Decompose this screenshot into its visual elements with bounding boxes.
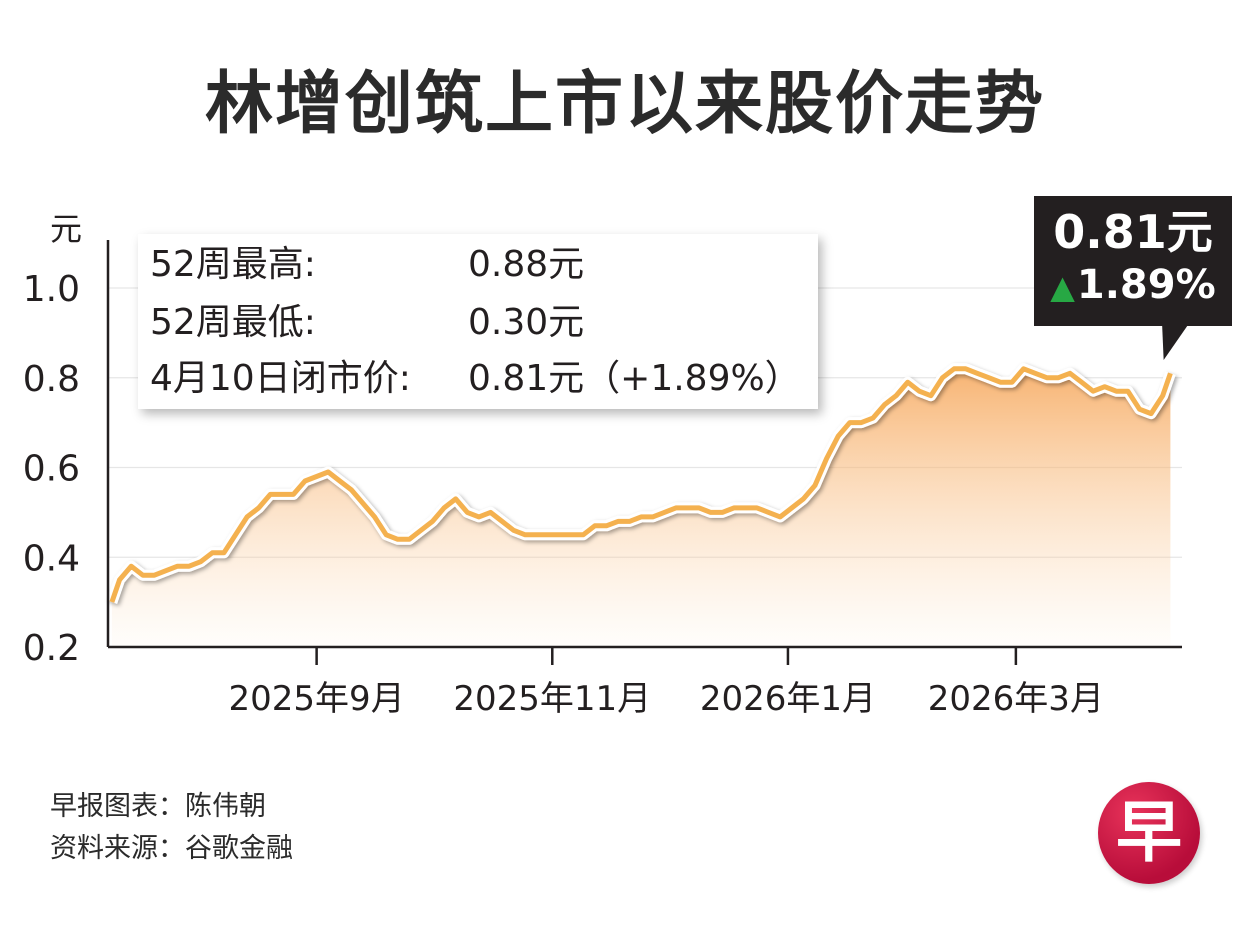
callout-change: 1.89% (1076, 262, 1216, 308)
stat-close-value: 0.81元（+1.89%） (468, 358, 801, 399)
stat-low-value: 0.30元 (468, 302, 585, 343)
stats-panel: 52周最高: 0.88元 52周最低: 0.30元 4月10日闭市价: 0.81… (138, 234, 818, 409)
chart-title: 林增创筑上市以来股价走势 (204, 65, 1045, 144)
x-tick-label: 2026年1月 (700, 679, 876, 719)
stat-low-label: 52周最低: (150, 302, 316, 343)
credit-source: 资料来源：谷歌金融 (50, 833, 293, 864)
latest-price-callout: 0.81元 ▲1.89% (1034, 196, 1232, 326)
y-tick-label: 0.2 (23, 628, 80, 669)
stat-high-label: 52周最高: (150, 244, 316, 285)
credit-graphic: 早报图表：陈伟朝 (50, 791, 266, 822)
stat-close-label: 4月10日闭市价: (150, 358, 411, 399)
y-tick-label: 0.6 (23, 449, 80, 490)
callout-price: 0.81元 (1053, 205, 1213, 259)
callout-change-row: ▲1.89% (1034, 260, 1232, 312)
x-tick-label: 2025年11月 (453, 679, 651, 719)
stat-high-value: 0.88元 (468, 244, 585, 285)
zaobao-logo: 早 (1098, 782, 1200, 884)
x-tick-label: 2025年9月 (229, 679, 405, 719)
y-axis-unit: 元 (50, 210, 82, 248)
x-tick-label: 2026年3月 (928, 679, 1104, 719)
y-tick-label: 0.4 (23, 538, 80, 579)
credits: 早报图表：陈伟朝 资料来源：谷歌金融 (50, 786, 293, 870)
up-triangle-icon: ▲ (1050, 268, 1075, 306)
y-tick-label: 0.8 (23, 359, 80, 400)
y-tick-label: 1.0 (23, 269, 80, 310)
price-area (111, 368, 1171, 647)
